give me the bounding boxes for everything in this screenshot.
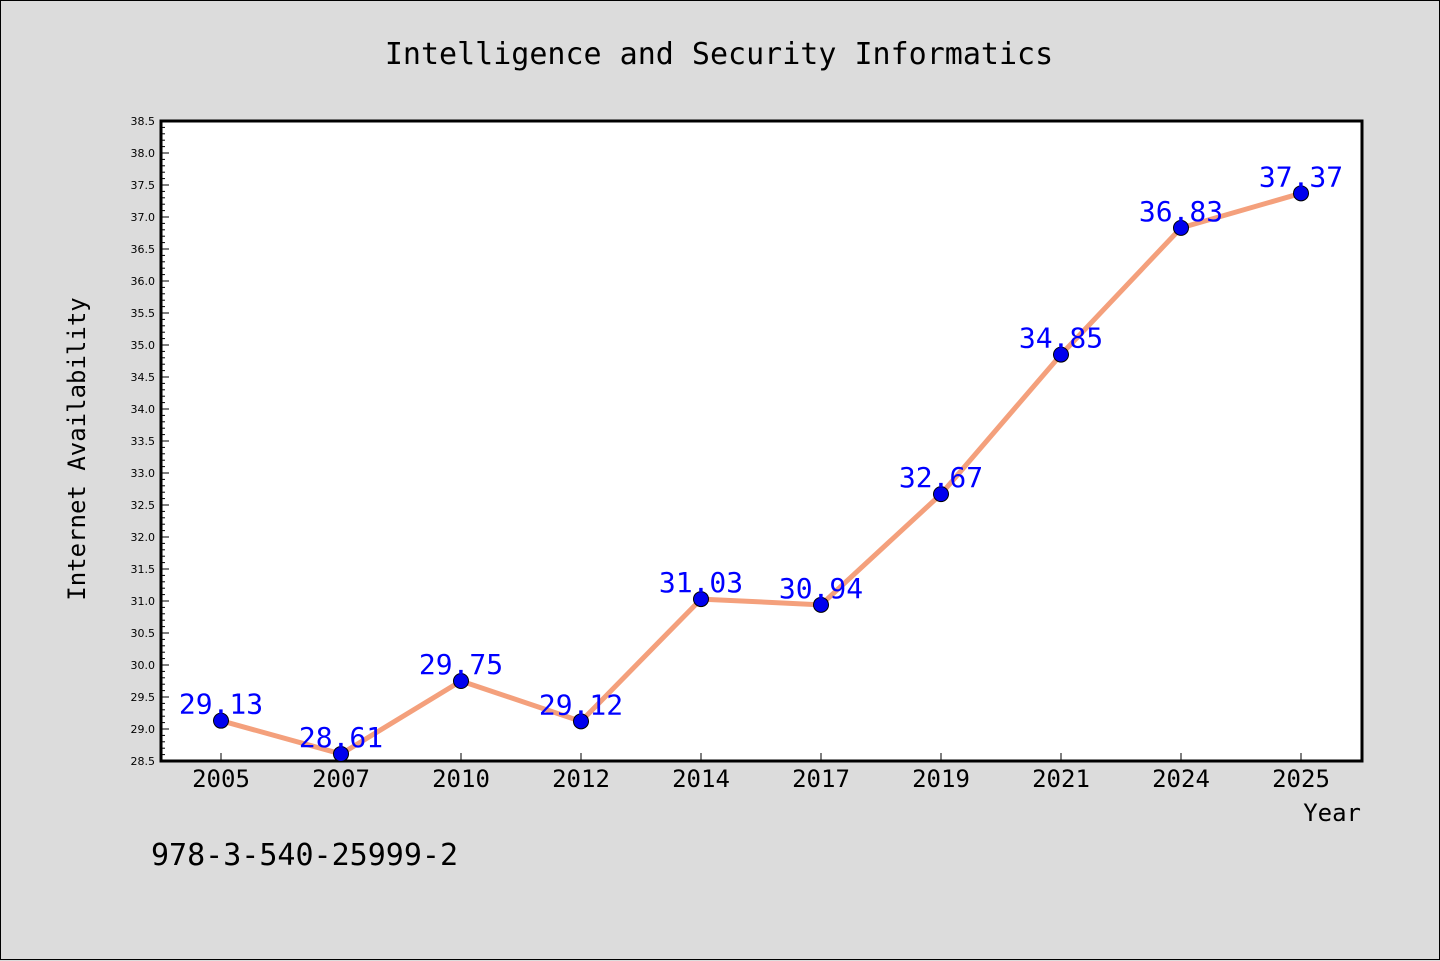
x-axis-label: Year: [1303, 799, 1361, 827]
data-point: [453, 673, 469, 689]
y-tick-label: 29.5: [131, 691, 156, 704]
x-tick-label: 2017: [792, 765, 850, 793]
y-tick-label: 29.0: [131, 723, 156, 736]
y-tick-label: 36.0: [131, 275, 156, 288]
y-tick-label: 38.5: [131, 115, 156, 128]
data-point: [573, 713, 589, 730]
y-tick-label: 33.5: [131, 435, 156, 448]
y-tick-label: 35.5: [131, 307, 156, 320]
data-label: 37.37: [1259, 160, 1343, 193]
isbn-annotation: 978-3-540-25999-2: [151, 838, 458, 873]
y-tick-label: 36.5: [131, 243, 156, 256]
x-tick-label: 2005: [192, 765, 250, 793]
series-line: [218, 190, 1304, 757]
y-tick-label: 31.5: [131, 563, 156, 576]
y-tick-label: 33.0: [131, 467, 156, 480]
y-tick-label: 34.0: [131, 403, 156, 416]
data-label: 32.67: [899, 461, 983, 494]
data-point: [933, 486, 949, 503]
data-label: 29.75: [419, 648, 503, 681]
x-tick-label: 2021: [1032, 765, 1090, 793]
x-tick-label: 2007: [312, 765, 370, 793]
x-tick-label: 2025: [1272, 765, 1330, 793]
x-tick-label: 2012: [552, 765, 610, 793]
y-axis: 28.5 29.0 29.5 30.0 30.5 31.0 31.5 32.0 32.5 33.0…: [131, 115, 169, 768]
data-point: [693, 591, 709, 608]
y-tick-label: 31.0: [131, 595, 156, 608]
y-tick-label: 28.5: [131, 755, 156, 768]
y-axis-label: Internet Availability: [63, 297, 91, 600]
data-label: 29.13: [179, 688, 263, 721]
y-tick-label: 37.0: [131, 211, 156, 224]
x-tick-label: 2010: [432, 765, 490, 793]
data-point: [813, 596, 829, 613]
y-tick-label: 32.5: [131, 499, 156, 512]
data-point: [1053, 346, 1069, 363]
x-tick-label: 2014: [672, 765, 730, 793]
y-tick-label: 35.0: [131, 339, 156, 352]
x-axis: 2005 2007 2010 2012 2014 2017 2019 2021 2024 2025: [192, 753, 1330, 793]
data-label: 30.94: [779, 572, 863, 605]
y-tick-label: 32.0: [131, 531, 156, 544]
data-label: 28.61: [299, 721, 383, 754]
y-tick-label: 30.5: [131, 627, 156, 640]
data-point: [1173, 219, 1189, 236]
chart-title: Intelligence and Security Informatics: [385, 37, 1053, 72]
y-tick-label: 30.0: [131, 659, 156, 672]
data-point: [213, 712, 229, 729]
data-label: 29.12: [539, 688, 623, 721]
data-label: 36.83: [1139, 195, 1223, 228]
x-tick-label: 2024: [1152, 765, 1210, 793]
y-tick-label: 34.5: [131, 371, 156, 384]
data-label: 31.03: [659, 566, 743, 599]
data-point: [1293, 185, 1309, 202]
series-layer: 29.13 28.61 29.75 29.12 31.03 30.94 32.67 34.85…: [179, 160, 1343, 762]
x-tick-label: 2019: [912, 765, 970, 793]
data-point: [333, 745, 349, 762]
y-tick-label: 37.5: [131, 179, 156, 192]
y-tick-label: 38.0: [131, 147, 156, 160]
plot-area: [159, 119, 1364, 763]
data-label: 34.85: [1019, 322, 1103, 355]
